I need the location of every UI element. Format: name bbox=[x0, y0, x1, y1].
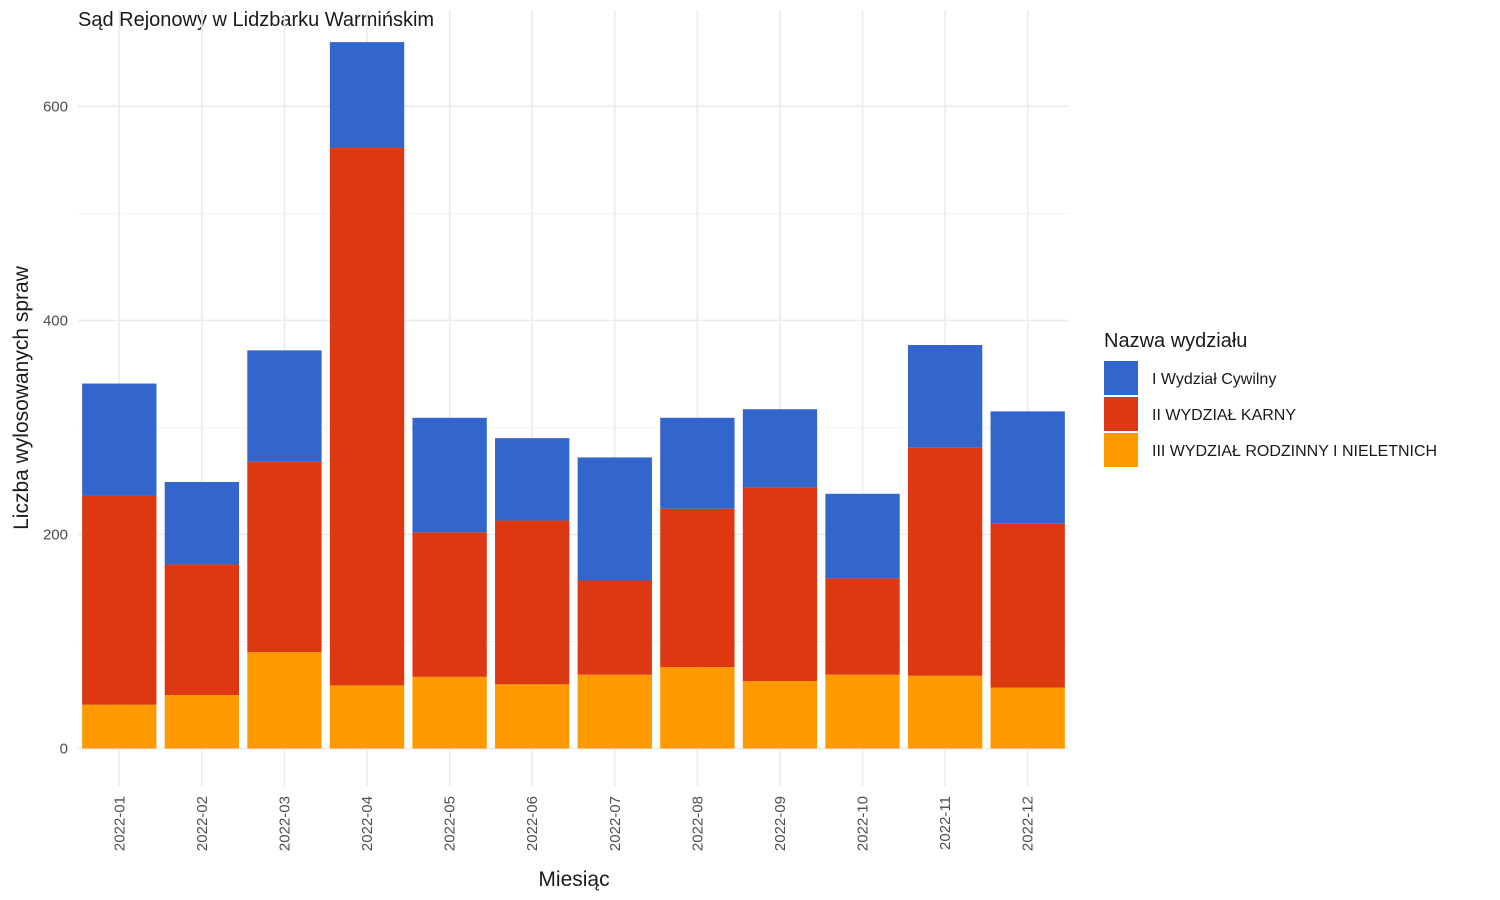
bar-segment-2022-08-s2 bbox=[660, 508, 735, 668]
bars-group bbox=[82, 42, 1065, 749]
bar-segment-2022-04-s3 bbox=[329, 42, 405, 149]
bar-segment-2022-11-s3 bbox=[907, 345, 983, 448]
bar-segment-2022-09-s3 bbox=[742, 409, 818, 488]
bar-segment-2022-05-s3 bbox=[412, 417, 487, 533]
y-tick-label: 0 bbox=[60, 741, 68, 758]
bar-segment-2022-08-s1 bbox=[660, 667, 735, 749]
x-tick-label: 2022-01 bbox=[111, 796, 128, 851]
bar-segment-2022-06-s2 bbox=[495, 520, 570, 685]
bar-segment-2022-07-s3 bbox=[577, 457, 652, 581]
bar-segment-2022-07-s1 bbox=[577, 674, 652, 749]
bar-segment-2022-02-s3 bbox=[164, 482, 240, 565]
chart-title: Sąd Rejonowy w Lidzbarku Warmińskim bbox=[78, 9, 434, 31]
bar-segment-2022-10-s2 bbox=[825, 578, 900, 675]
bar-segment-2022-04-s2 bbox=[329, 148, 405, 686]
bar-segment-2022-06-s1 bbox=[495, 684, 570, 749]
x-tick-label: 2022-07 bbox=[607, 796, 624, 851]
y-tick-label: 400 bbox=[43, 312, 68, 329]
y-tick-label: 600 bbox=[43, 98, 68, 115]
bar-segment-2022-02-s2 bbox=[164, 564, 240, 696]
x-tick-label: 2022-08 bbox=[689, 796, 706, 851]
bar-segment-2022-12-s3 bbox=[990, 411, 1065, 524]
bar-segment-2022-01-s3 bbox=[82, 383, 157, 496]
x-tick-label: 2022-12 bbox=[1020, 796, 1037, 851]
legend-label: II WYDZIAŁ KARNY bbox=[1152, 407, 1296, 424]
bar-segment-2022-04-s1 bbox=[329, 685, 405, 749]
x-tick-label: 2022-04 bbox=[359, 796, 376, 851]
bar-segment-2022-11-s1 bbox=[907, 675, 983, 749]
bar-segment-2022-10-s1 bbox=[825, 674, 900, 749]
legend-key bbox=[1104, 433, 1138, 467]
bar-segment-2022-09-s1 bbox=[742, 681, 818, 749]
bar-segment-2022-05-s1 bbox=[412, 676, 487, 749]
bar-segment-2022-06-s3 bbox=[495, 438, 570, 521]
bar-segment-2022-03-s3 bbox=[247, 350, 322, 462]
bar-segment-2022-08-s3 bbox=[660, 417, 735, 509]
bar-segment-2022-03-s1 bbox=[247, 652, 322, 749]
bar-segment-2022-12-s1 bbox=[990, 687, 1065, 749]
legend-label: III WYDZIAŁ RODZINNY I NIELETNICH bbox=[1152, 443, 1437, 460]
x-tick-label: 2022-09 bbox=[772, 796, 789, 851]
x-tick-label: 2022-02 bbox=[194, 796, 211, 851]
bar-segment-2022-01-s2 bbox=[82, 495, 157, 705]
legend: Nazwa wydziału I Wydział Cywilny II WYDZI… bbox=[1104, 330, 1437, 467]
x-tick-label: 2022-11 bbox=[937, 796, 954, 850]
bar-segment-2022-02-s1 bbox=[164, 695, 240, 749]
bar-segment-2022-10-s3 bbox=[825, 493, 900, 579]
bar-segment-2022-07-s2 bbox=[577, 580, 652, 675]
bar-segment-2022-11-s2 bbox=[907, 447, 983, 676]
x-axis-title: Miesiąc bbox=[538, 868, 609, 891]
legend-key bbox=[1104, 361, 1138, 395]
legend-label: I Wydział Cywilny bbox=[1152, 371, 1276, 388]
legend-items: I Wydział Cywilny II WYDZIAŁ KARNY III WYD… bbox=[1104, 361, 1437, 467]
legend-title: Nazwa wydziału bbox=[1104, 330, 1247, 352]
y-axis-ticks: 0 200 400 600 bbox=[43, 98, 68, 757]
x-tick-label: 2022-06 bbox=[524, 796, 541, 851]
bar-segment-2022-12-s2 bbox=[990, 523, 1065, 688]
bar-segment-2022-05-s2 bbox=[412, 532, 487, 677]
y-tick-label: 200 bbox=[43, 526, 68, 543]
x-tick-label: 2022-05 bbox=[442, 796, 459, 851]
bar-segment-2022-01-s1 bbox=[82, 704, 157, 749]
bar-segment-2022-09-s2 bbox=[742, 487, 818, 682]
bar-segment-2022-03-s2 bbox=[247, 461, 322, 653]
x-tick-label: 2022-03 bbox=[276, 796, 293, 851]
y-axis-title: Liczba wylosowanych spraw bbox=[10, 265, 33, 530]
legend-key bbox=[1104, 397, 1138, 431]
x-tick-label: 2022-10 bbox=[855, 796, 872, 851]
x-axis-ticks: 2022-01 2022-02 2022-03 2022-04 2022-05 2022-… bbox=[111, 796, 1036, 851]
